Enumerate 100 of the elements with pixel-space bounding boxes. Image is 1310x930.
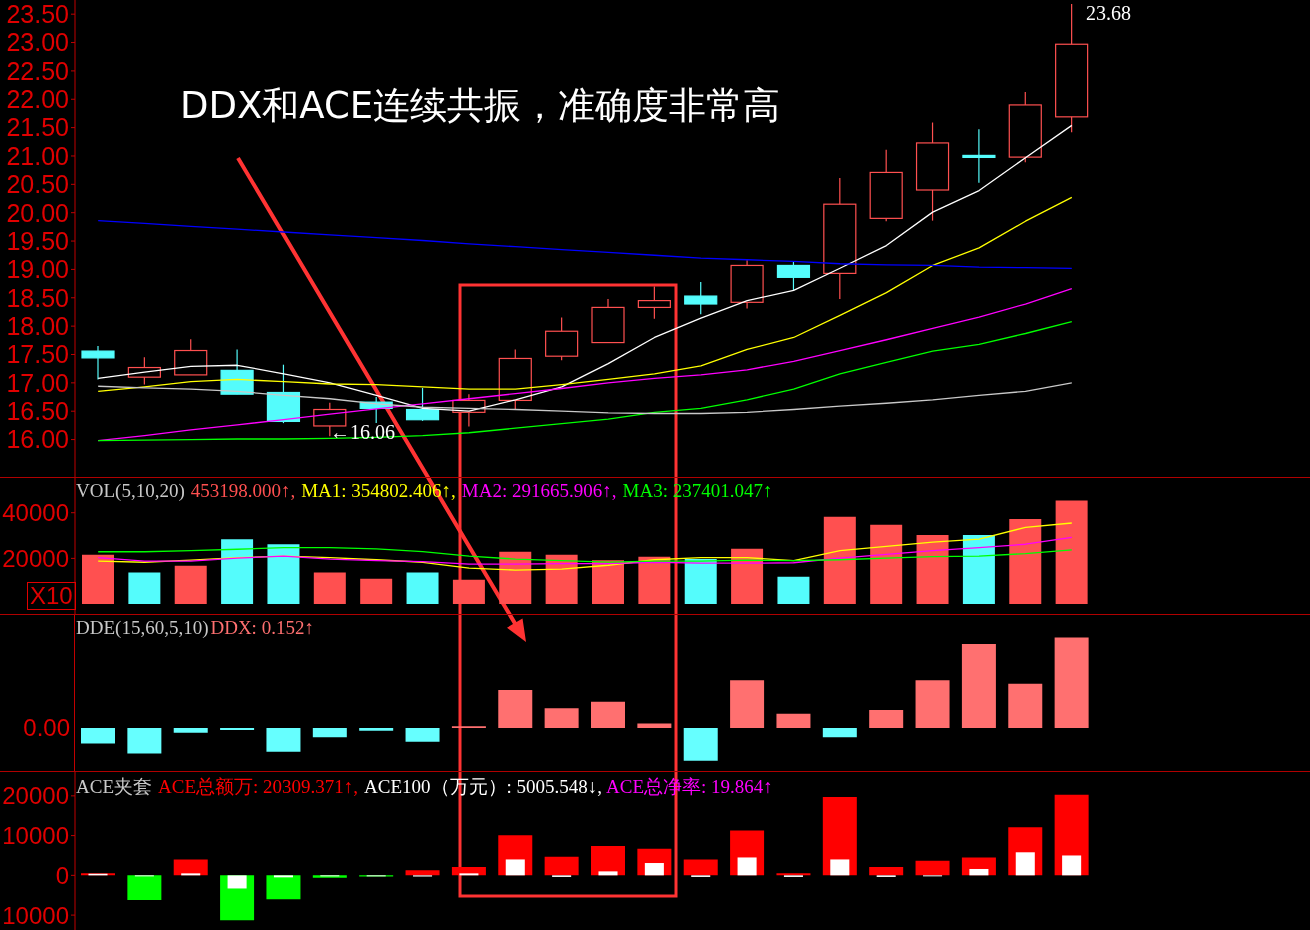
bar <box>405 870 440 876</box>
bar <box>267 544 300 605</box>
line-series <box>97 219 1073 269</box>
bar <box>591 701 625 729</box>
bar <box>1054 637 1089 729</box>
y-tick-label: 40000 <box>2 499 69 527</box>
y-tick-label: 22.50 <box>6 56 69 85</box>
bar <box>644 863 664 876</box>
chart-title: VOL(5,10,20) <box>76 480 185 501</box>
bar <box>174 565 207 605</box>
bar <box>82 554 114 605</box>
candlestick <box>637 285 671 320</box>
bar <box>598 871 618 876</box>
y-tick-label: 10000 <box>2 901 69 929</box>
bar <box>961 643 996 729</box>
line-series <box>97 536 1073 565</box>
bar <box>1009 519 1042 605</box>
text: ACE总额万: 20309.371↑, <box>158 776 359 797</box>
bar <box>173 728 208 733</box>
annotation: DDX和ACE连续共振，准确度非常高 <box>180 84 781 129</box>
bar <box>266 728 301 752</box>
bar <box>683 728 718 761</box>
candlestick <box>962 128 996 184</box>
y-tick-label: 23.00 <box>6 28 69 57</box>
bar <box>312 728 347 738</box>
bar <box>915 680 950 729</box>
annotation: 23.68 <box>1086 1 1131 25</box>
line-series <box>97 320 1073 442</box>
bar <box>591 845 625 876</box>
y-tick-label: 23.50 <box>6 0 69 29</box>
bar <box>869 710 904 729</box>
bar <box>359 728 394 731</box>
bar <box>173 859 208 876</box>
bar <box>128 572 161 605</box>
bar <box>777 576 810 605</box>
chart-title: ACE夹套 <box>76 776 152 797</box>
y-tick-label: 19.00 <box>6 255 69 284</box>
bar <box>638 556 671 605</box>
bar <box>544 708 579 729</box>
bar <box>127 728 162 754</box>
bar <box>360 578 393 605</box>
bar <box>730 680 765 729</box>
bar <box>870 524 903 605</box>
bar <box>498 690 533 729</box>
bar <box>227 875 247 889</box>
y-tick-label: 16.00 <box>6 425 69 454</box>
bar <box>1055 500 1088 605</box>
y-tick-label: 16.50 <box>6 397 69 426</box>
bar <box>266 875 301 900</box>
y-tick-label: 20.00 <box>6 198 69 227</box>
bar <box>406 572 439 605</box>
y-tick-label: 17.50 <box>6 340 69 369</box>
y-tick-label: 20000 <box>2 782 69 810</box>
bar <box>737 857 757 876</box>
bar <box>684 559 717 605</box>
bar <box>1015 852 1035 876</box>
candlestick <box>81 345 115 381</box>
bar <box>869 867 904 876</box>
bar <box>505 859 525 876</box>
bar <box>776 713 811 729</box>
bar <box>452 579 485 605</box>
bar <box>1008 683 1043 729</box>
bar <box>822 728 857 738</box>
y-tick-label: 10000 <box>2 822 69 850</box>
bar <box>969 868 989 876</box>
bar <box>683 859 718 876</box>
bar <box>916 535 949 605</box>
y-tick-label: 22.00 <box>6 85 69 114</box>
bar <box>545 554 578 605</box>
bar <box>823 516 856 605</box>
text: 0.00 <box>23 713 70 744</box>
bar <box>499 551 532 605</box>
line-series <box>97 547 1073 563</box>
y-tick-label: 21.50 <box>6 113 69 142</box>
text: 453198.000↑, <box>190 480 296 501</box>
y-tick-label: 18.00 <box>6 312 69 340</box>
text: MA2: 291665.906↑, <box>461 480 617 501</box>
y-tick-label: 20000 <box>2 544 69 572</box>
y-tick-label: 18.50 <box>6 283 69 312</box>
y-tick-label: 21.00 <box>6 141 69 170</box>
line-series <box>97 382 1073 415</box>
line-series <box>97 124 1073 412</box>
bar <box>830 859 850 876</box>
text: DDX: 0.152↑ <box>210 617 314 638</box>
bar <box>221 539 254 605</box>
line-series <box>97 196 1073 393</box>
text: X10 <box>27 582 76 610</box>
y-tick-label: 0 <box>55 861 69 889</box>
y-tick-label: 20.50 <box>6 170 69 199</box>
y-tick-label: 19.50 <box>6 226 69 255</box>
bar <box>313 572 346 605</box>
chart-title: DDE(15,60,5,10) <box>76 617 209 638</box>
bar <box>915 860 950 876</box>
bar <box>592 560 624 605</box>
bar <box>731 548 764 605</box>
y-tick-label: 17.00 <box>6 368 69 397</box>
bar <box>962 535 995 605</box>
bar <box>1062 855 1082 876</box>
bar <box>81 728 115 744</box>
bar <box>544 856 579 876</box>
